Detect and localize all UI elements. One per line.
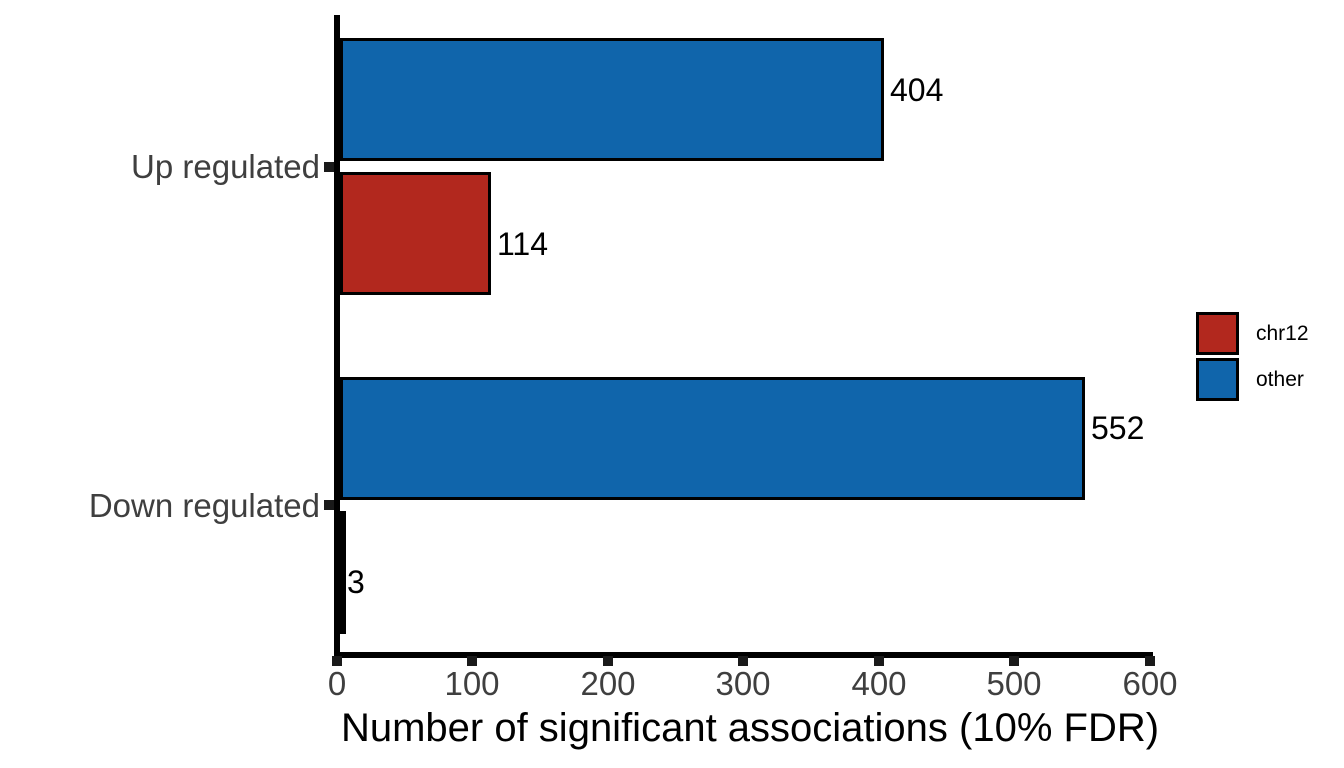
legend-entry-other: other [1196,358,1309,401]
legend-swatch-other [1196,358,1239,401]
legend-swatch-chr12 [1196,312,1239,355]
x-axis-line [334,652,1153,658]
bar-up-regulated-chr12 [340,172,491,295]
value-label-down-regulated-other: 552 [1091,410,1145,446]
value-label-down-regulated-chr12: 3 [347,564,365,600]
x-tick-600 [1145,656,1155,666]
y-tick-up-regulated [324,162,334,172]
x-tick-0 [332,656,342,666]
x-tick-100 [467,656,477,666]
legend: chr12 other [1196,312,1309,404]
category-label-down-regulated: Down regulated [88,487,320,524]
x-tick-label-0: 0 [327,665,347,702]
x-tick-400 [874,656,884,666]
x-tick-label-300: 300 [715,665,771,702]
x-tick-500 [1009,656,1019,666]
value-label-up-regulated-other: 404 [890,72,944,108]
bar-down-regulated-chr12 [340,511,346,634]
value-label-up-regulated-chr12: 114 [497,226,549,262]
x-tick-label-500: 500 [986,665,1042,702]
category-label-up-regulated: Up regulated [131,148,320,185]
x-tick-label-600: 600 [1122,665,1178,702]
x-tick-label-100: 100 [444,665,500,702]
legend-label-chr12: chr12 [1256,322,1309,345]
bar-up-regulated-other [340,38,884,161]
x-axis-title: Number of significant associations (10% … [340,706,1160,750]
y-axis-line [334,15,340,658]
x-tick-200 [603,656,613,666]
y-tick-down-regulated [324,500,334,510]
x-tick-300 [738,656,748,666]
bar-down-regulated-other [340,377,1085,500]
legend-entry-chr12: chr12 [1196,312,1309,355]
x-tick-label-200: 200 [580,665,636,702]
legend-label-other: other [1256,368,1304,391]
x-tick-label-400: 400 [851,665,907,702]
